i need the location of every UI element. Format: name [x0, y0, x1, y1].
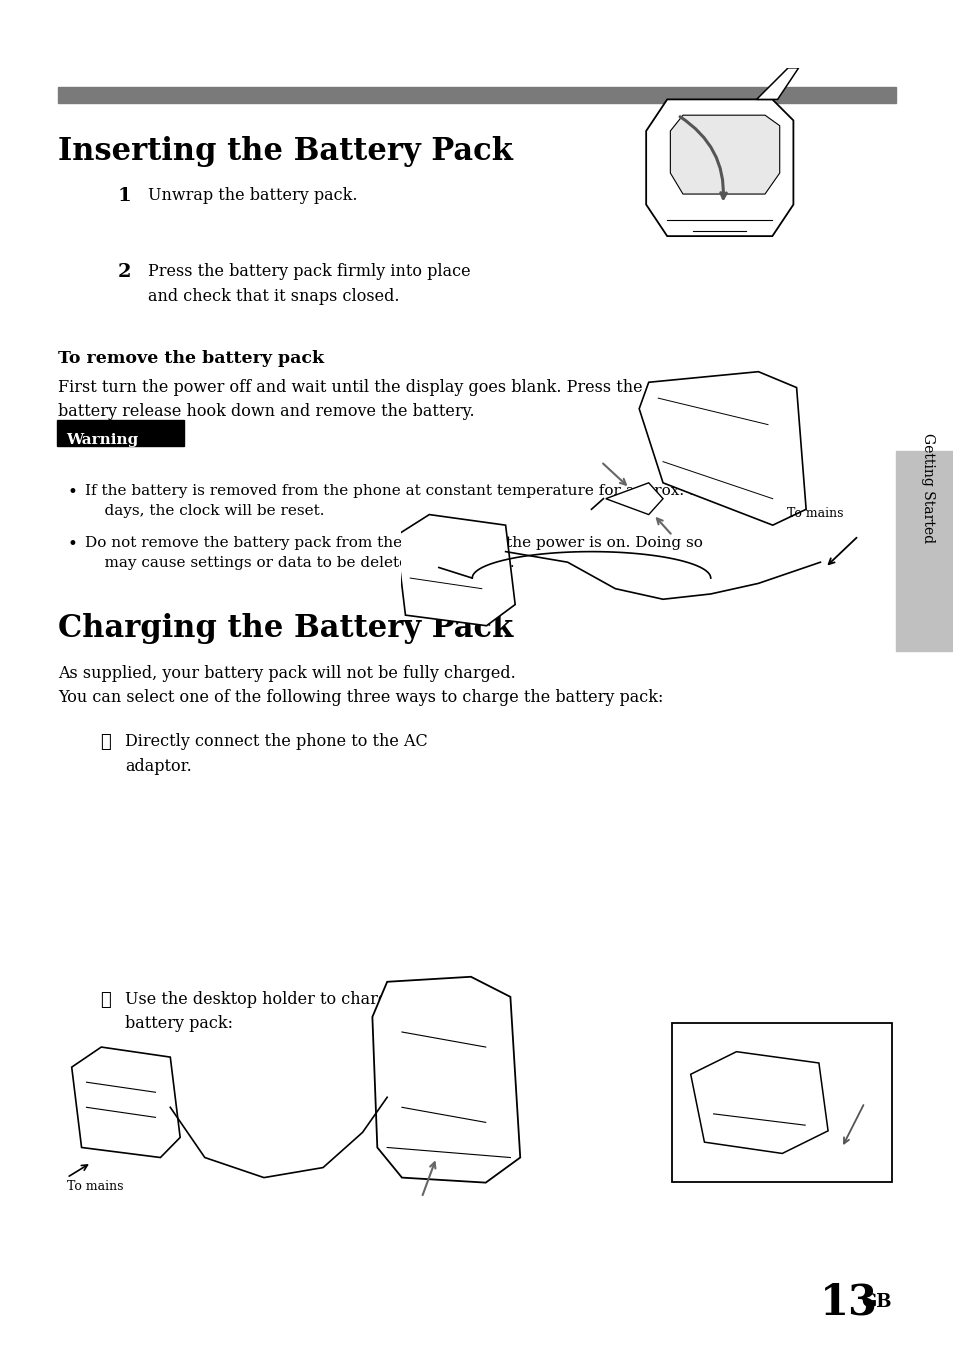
Text: •: • [68, 484, 78, 502]
Text: To mains: To mains [67, 1181, 123, 1193]
Text: 2: 2 [118, 263, 132, 281]
Text: Use the desktop holder to charge the
battery pack:: Use the desktop holder to charge the bat… [125, 991, 429, 1033]
Text: Warning: Warning [66, 433, 138, 446]
Bar [895, 452, 953, 651]
Text: Charging the Battery Pack: Charging the Battery Pack [58, 613, 513, 645]
Polygon shape [639, 372, 805, 525]
Text: If the battery is removed from the phone at constant temperature for approx. 3
 : If the battery is removed from the phone… [85, 484, 698, 518]
Polygon shape [605, 483, 662, 514]
FancyBboxPatch shape [57, 421, 184, 446]
Polygon shape [756, 68, 798, 99]
Text: Do not remove the battery pack from the phone when the power is on. Doing so
   : Do not remove the battery pack from the … [85, 536, 702, 570]
Bar [58, 87, 895, 103]
Text: You can select one of the following three ways to charge the battery pack:: You can select one of the following thre… [58, 689, 662, 707]
Text: Inserting the Battery Pack: Inserting the Battery Pack [58, 136, 513, 167]
FancyBboxPatch shape [672, 1023, 891, 1182]
Text: •: • [68, 536, 78, 554]
Text: 1: 1 [118, 187, 132, 205]
Text: To mains: To mains [786, 508, 842, 520]
Polygon shape [372, 977, 519, 1182]
Polygon shape [690, 1052, 827, 1153]
Polygon shape [645, 99, 793, 236]
Text: Directly connect the phone to the AC
adaptor.: Directly connect the phone to the AC ada… [125, 733, 427, 775]
Polygon shape [395, 514, 515, 626]
Text: ①: ① [100, 733, 111, 750]
Polygon shape [670, 115, 779, 194]
Text: 13: 13 [820, 1281, 877, 1323]
Text: Getting Started: Getting Started [920, 433, 934, 544]
Text: First turn the power off and wait until the display goes blank. Press the
batter: First turn the power off and wait until … [58, 379, 642, 421]
Text: To remove the battery pack: To remove the battery pack [58, 350, 324, 368]
Text: As supplied, your battery pack will not be fully charged.: As supplied, your battery pack will not … [58, 665, 516, 683]
Text: Unwrap the battery pack.: Unwrap the battery pack. [148, 187, 357, 205]
Text: GB: GB [861, 1293, 890, 1311]
Text: ②: ② [100, 991, 111, 1008]
Polygon shape [71, 1048, 180, 1158]
Text: Press the battery pack firmly into place
and check that it snaps closed.: Press the battery pack firmly into place… [148, 263, 470, 305]
